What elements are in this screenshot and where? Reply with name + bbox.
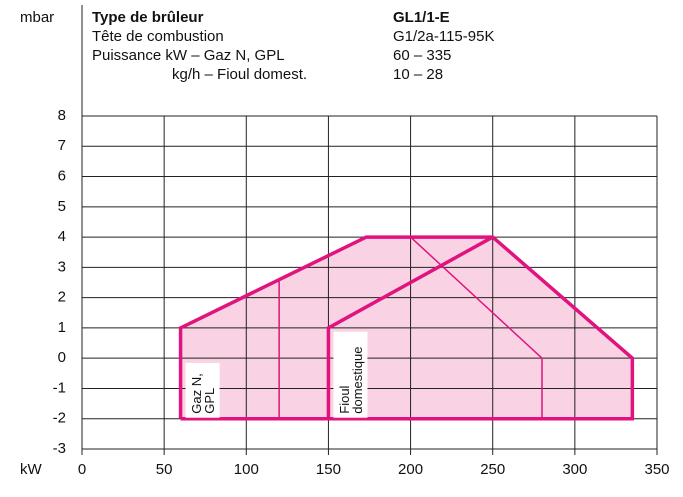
field-line: [410, 236, 543, 419]
y-tick-label: 2: [58, 289, 66, 306]
y-tick-label: 6: [58, 168, 66, 185]
x-tick-label: 350: [644, 461, 669, 478]
field-line: [326, 235, 494, 419]
y-tick-label: 7: [58, 137, 66, 154]
x-tick-label: 200: [398, 461, 423, 478]
field-label: domestique: [350, 347, 365, 414]
header-value: 60 – 335: [393, 47, 451, 64]
y-axis-label: mbar: [20, 9, 54, 26]
x-tick-label: 50: [156, 461, 173, 478]
y-tick-label: 3: [58, 258, 66, 275]
field-label: Fioul: [337, 385, 352, 413]
header-value: 10 – 28: [393, 66, 443, 83]
x-axis-label: kW: [20, 461, 43, 478]
y-tick-label: 4: [58, 228, 66, 245]
y-tick-label: -3: [53, 440, 66, 457]
field-label: GPL: [202, 388, 217, 414]
label-background: [333, 331, 368, 418]
y-tick-label: 1: [58, 319, 66, 336]
x-tick-label: 250: [480, 461, 505, 478]
header-label: kg/h – Fioul domest.: [172, 66, 307, 83]
x-tick-label: 150: [316, 461, 341, 478]
x-tick-label: 0: [78, 461, 86, 478]
x-tick-label: 100: [234, 461, 259, 478]
header-value: GL1/1-E: [393, 9, 450, 26]
y-tick-label: 8: [58, 107, 66, 124]
header-value: G1/2a-115-95K: [393, 28, 494, 45]
y-tick-label: -2: [53, 410, 66, 427]
y-tick-label: -1: [53, 379, 66, 396]
header-label: Tête de combustion: [92, 28, 224, 45]
x-tick-label: 300: [562, 461, 587, 478]
header-label: Type de brûleur: [92, 9, 204, 26]
label-background: [185, 362, 220, 418]
y-tick-label: 5: [58, 198, 66, 215]
field-label: Gaz N,: [189, 373, 204, 413]
header-label: Puissance kW – Gaz N, GPL: [92, 47, 285, 64]
y-tick-label: 0: [58, 349, 66, 366]
